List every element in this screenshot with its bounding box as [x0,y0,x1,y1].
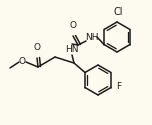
Text: Cl: Cl [113,7,123,17]
Text: NH: NH [85,34,99,42]
Text: F: F [116,82,121,91]
Text: O: O [69,21,76,30]
Text: O: O [19,56,26,66]
Text: HN: HN [65,44,79,54]
Text: O: O [33,43,40,52]
